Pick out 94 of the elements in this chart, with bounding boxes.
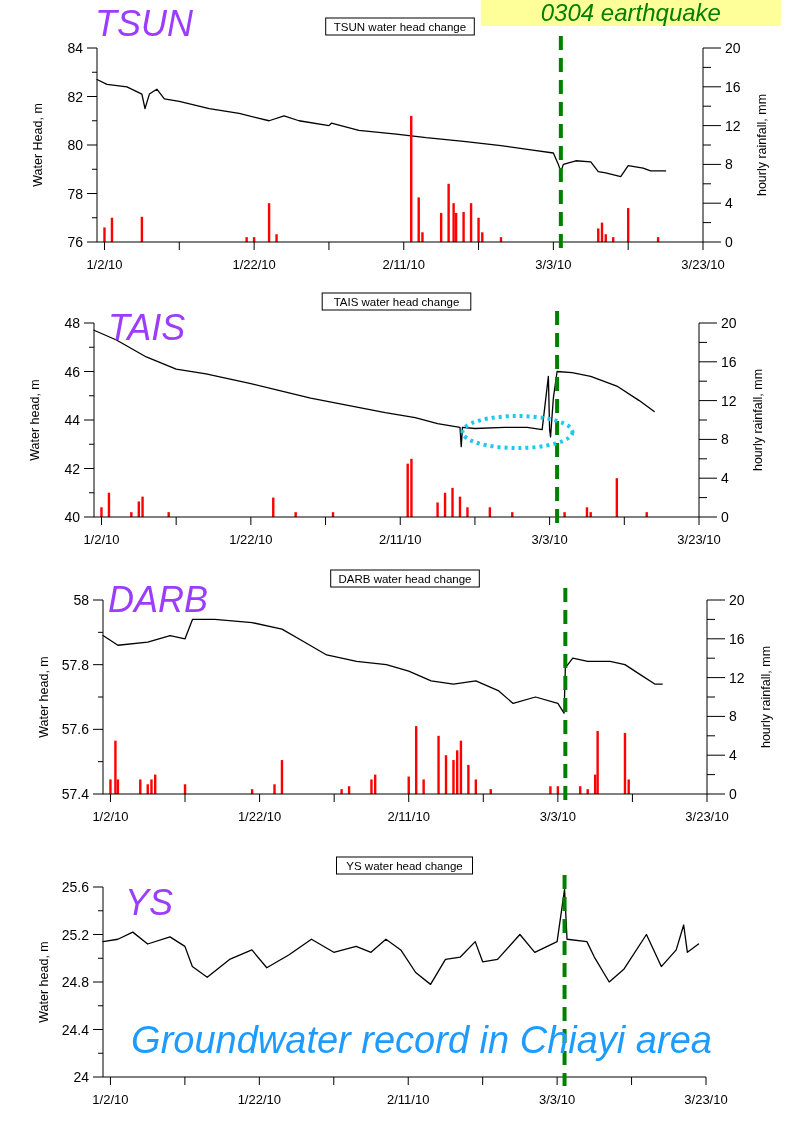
y-tick-label: 24.4 xyxy=(61,1021,90,1038)
bar xyxy=(167,512,170,517)
y-tick-label: 78 xyxy=(67,185,84,202)
y-axis-title: Water head, m xyxy=(37,941,51,1023)
y-tick-label: 25.2 xyxy=(61,926,90,943)
bar xyxy=(100,507,103,517)
annotation: TAIS xyxy=(108,307,186,348)
y-tick-label: 46 xyxy=(64,363,81,380)
y2-tick-label: 12 xyxy=(729,669,745,686)
bar xyxy=(447,183,450,242)
chart-title: YS water head change xyxy=(346,860,463,872)
y-tick-label: 44 xyxy=(64,412,81,428)
y2-tick-label: 20 xyxy=(721,315,737,331)
x-tick-label: 3/23/10 xyxy=(685,809,729,824)
y-tick-label: 42 xyxy=(64,460,81,477)
x-tick-label: 2/11/10 xyxy=(379,532,422,547)
x-tick-label: 2/11/10 xyxy=(387,809,430,824)
x-tick-label: 1/2/10 xyxy=(86,257,123,272)
x-tick-label: 1/22/10 xyxy=(237,809,282,824)
x-tick-label: 3/3/10 xyxy=(531,532,568,547)
y2-tick-label: 0 xyxy=(721,509,729,525)
bar xyxy=(273,784,276,794)
bar xyxy=(245,237,248,242)
bar xyxy=(370,779,373,794)
y-tick-label: 80 xyxy=(67,137,84,153)
y2-tick-label: 12 xyxy=(725,117,741,134)
y2-tick-label: 20 xyxy=(725,40,741,56)
y2-tick-label: 20 xyxy=(729,592,745,608)
y-tick-label: 76 xyxy=(67,234,84,250)
bar xyxy=(275,234,278,242)
y-tick-label: 24 xyxy=(73,1069,90,1085)
bar xyxy=(103,227,106,242)
y2-tick-label: 4 xyxy=(721,470,729,487)
bar xyxy=(466,507,469,517)
y2-tick-label: 0 xyxy=(725,234,733,250)
y-tick-label: 58 xyxy=(73,592,90,608)
y2-axis-title: hourly rainfall, mm xyxy=(755,93,769,197)
bar xyxy=(462,211,465,242)
y-axis-title: Water Head, m xyxy=(31,103,45,187)
x-tick-label: 3/23/10 xyxy=(684,1092,728,1107)
bar xyxy=(109,779,112,794)
y-tick-label: 48 xyxy=(64,315,81,331)
y2-tick-label: 16 xyxy=(729,630,745,647)
x-tick-label: 2/11/10 xyxy=(387,1092,430,1107)
y-tick-label: 57.4 xyxy=(61,786,90,802)
y-axis-title: Water head, m xyxy=(28,379,42,461)
y-tick-label: 84 xyxy=(67,40,84,56)
annotation: Groundwater record in Chiayi area xyxy=(131,1019,712,1061)
ref-line-label: 0304 earthquake xyxy=(540,0,721,26)
y-tick-label: 82 xyxy=(67,88,84,105)
bar xyxy=(436,502,439,517)
y2-tick-label: 16 xyxy=(725,78,741,95)
bar xyxy=(477,217,480,242)
text: TSUN xyxy=(95,3,194,44)
y2-tick-label: 16 xyxy=(721,353,737,370)
bar xyxy=(451,487,454,517)
y-tick-label: 40 xyxy=(64,509,81,525)
annotation: YS xyxy=(125,882,174,923)
chart-title: DARB water head change xyxy=(338,573,472,585)
x-tick-label: 3/23/10 xyxy=(677,532,721,547)
x-tick-label: 1/22/10 xyxy=(229,532,273,547)
bar xyxy=(130,512,133,517)
x-tick-label: 1/2/10 xyxy=(92,809,129,824)
x-tick-label: 1/22/10 xyxy=(237,1092,282,1107)
y2-tick-label: 0 xyxy=(729,786,737,802)
annotation: DARB xyxy=(108,579,209,620)
y2-tick-label: 8 xyxy=(725,156,733,173)
y2-axis-title: hourly rainfall, mm xyxy=(751,368,765,472)
y2-tick-label: 8 xyxy=(729,708,737,725)
x-tick-label: 1/2/10 xyxy=(92,1092,129,1107)
bar xyxy=(422,779,425,794)
chart-title: TSUN water head change xyxy=(333,21,467,33)
y2-tick-label: 12 xyxy=(721,392,737,409)
x-tick-label: 3/3/10 xyxy=(535,257,572,272)
x-tick-label: 3/3/10 xyxy=(539,809,576,824)
bar xyxy=(467,764,470,794)
y2-tick-label: 4 xyxy=(729,747,737,764)
y-tick-label: 24.8 xyxy=(61,974,90,990)
bar xyxy=(294,512,297,517)
y-axis-title: Water head, m xyxy=(37,656,51,738)
x-tick-label: 1/22/10 xyxy=(232,257,276,272)
x-tick-label: 2/11/10 xyxy=(382,257,425,272)
y2-tick-label: 4 xyxy=(725,195,733,212)
y2-tick-label: 8 xyxy=(721,431,729,448)
chart-title: TAIS water head change xyxy=(333,296,460,308)
x-tick-label: 3/3/10 xyxy=(539,1092,576,1107)
x-tick-label: 3/23/10 xyxy=(681,257,725,272)
y2-axis-title: hourly rainfall, mm xyxy=(759,645,773,749)
bar xyxy=(437,735,440,794)
x-tick-label: 1/2/10 xyxy=(83,532,120,547)
bar xyxy=(340,789,343,794)
y-tick-label: 57.8 xyxy=(61,656,90,673)
y-tick-label: 25.6 xyxy=(61,879,90,895)
y-tick-label: 57.6 xyxy=(61,721,90,738)
